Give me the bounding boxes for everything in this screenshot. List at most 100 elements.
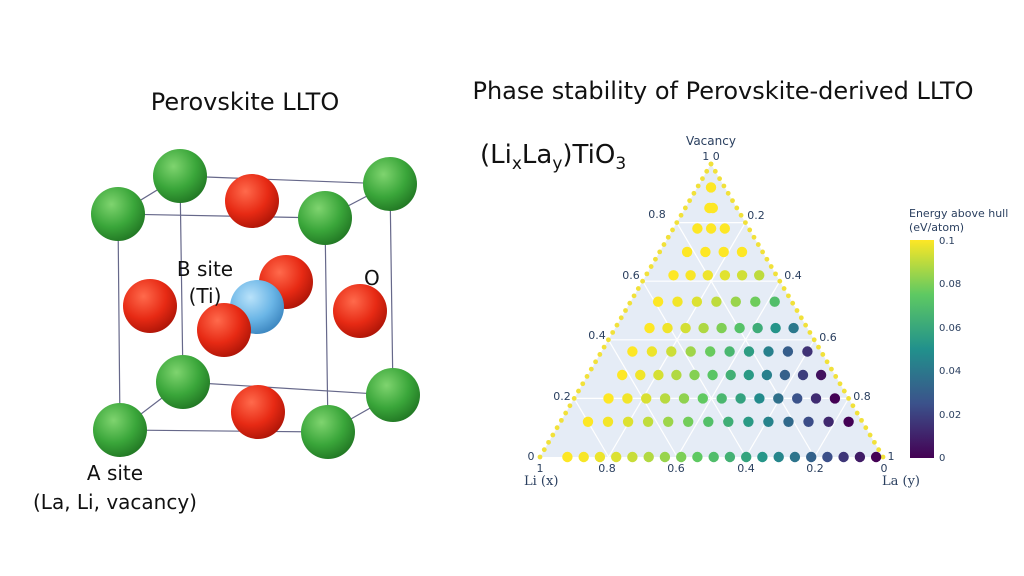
edge-marker [730, 198, 735, 204]
bottom-tick: 0.8 [598, 462, 616, 475]
edge-marker [691, 190, 697, 196]
edge-marker [790, 300, 796, 306]
edge-marker [661, 242, 667, 247]
data-point [810, 393, 822, 404]
edge-marker [657, 249, 663, 255]
data-point [668, 270, 679, 281]
edge-marker [541, 447, 547, 453]
colorbar-title: Energy above hull [909, 207, 1008, 220]
ternary-plot-area [540, 164, 883, 457]
a-site-label-line: A site [86, 461, 144, 485]
data-point [672, 296, 683, 307]
data-point [773, 451, 784, 463]
edge-marker [717, 176, 722, 182]
data-point [644, 322, 655, 334]
perovskite-unit-cell [91, 149, 420, 459]
edge-marker [751, 234, 757, 240]
data-point [743, 416, 754, 427]
data-point [711, 296, 722, 307]
data-point [697, 393, 708, 404]
edge-marker [738, 212, 744, 218]
data-point [659, 393, 671, 404]
edge-marker [829, 366, 834, 372]
ternary-gridlines [573, 222, 850, 458]
edge-marker [558, 417, 564, 423]
edge-marker [584, 374, 590, 379]
data-point [719, 223, 730, 234]
data-point [757, 451, 768, 463]
edge-marker [648, 264, 654, 269]
data-point [854, 451, 866, 463]
data-point [707, 369, 718, 381]
edge-marker [627, 300, 633, 306]
a-site-atom [298, 191, 352, 245]
chemical-formula: (LixLay)TiO3 [480, 140, 626, 174]
edge-marker [867, 432, 873, 438]
edge-marker [760, 249, 765, 255]
data-point [708, 451, 719, 463]
data-point [822, 451, 833, 463]
data-point [622, 416, 634, 427]
edge-marker [554, 425, 560, 431]
data-point [725, 369, 736, 381]
oxygen-label: O [364, 266, 380, 290]
data-point [754, 393, 765, 404]
data-point [562, 451, 573, 463]
edge-marker [859, 417, 864, 423]
data-point [802, 346, 813, 357]
data-point [788, 322, 799, 334]
data-point [681, 246, 693, 258]
data-point [683, 416, 694, 427]
data-point [659, 451, 671, 463]
a-site-label-line: (La, Li, vacancy) [33, 490, 197, 514]
axis-label-vacancy: Vacancy [686, 134, 736, 148]
edge-marker [640, 278, 645, 284]
data-point [730, 296, 741, 307]
edge-marker [747, 227, 753, 233]
edge-marker [841, 388, 847, 394]
formula-part: )TiO [562, 140, 616, 170]
edge-marker [631, 293, 637, 299]
data-point [823, 416, 834, 427]
data-point [734, 322, 745, 334]
data-point [646, 346, 658, 357]
data-point [789, 451, 801, 463]
a-site-atom [93, 403, 147, 457]
edge-marker [880, 454, 886, 460]
edge-marker [781, 286, 787, 291]
edge-marker [837, 381, 843, 387]
oxygen-atom [123, 279, 177, 333]
edge-marker [550, 432, 556, 438]
edge-marker [700, 176, 705, 182]
data-point [582, 416, 594, 427]
data-point [750, 296, 761, 307]
data-point [641, 393, 652, 404]
gridline [642, 280, 747, 458]
colorbar-tick: 0 [939, 453, 945, 464]
edge-marker [580, 381, 586, 387]
data-point [666, 346, 677, 357]
oxygen-atom [225, 174, 279, 228]
data-point [803, 416, 814, 427]
edge-marker [618, 315, 624, 321]
edge-marker [816, 344, 821, 350]
data-point [691, 296, 703, 307]
data-point [662, 322, 673, 334]
data-point [716, 322, 727, 334]
edge-marker [704, 168, 710, 174]
data-point [724, 346, 735, 357]
data-point [702, 270, 713, 281]
edge-marker [537, 454, 543, 460]
data-point [622, 393, 633, 404]
crystal-structure-title: Perovskite LLTO [150, 88, 340, 116]
axis-label-la: La (y) [882, 474, 920, 489]
oxygen-atom [197, 303, 251, 357]
a-site-atom [363, 157, 417, 211]
data-point [578, 451, 589, 463]
edge-marker [601, 344, 607, 350]
edge-marker [614, 322, 620, 328]
edge-marker [674, 220, 680, 226]
colorbar-tick: 0.04 [939, 366, 961, 377]
colorbar-title: (eV/atom) [909, 221, 964, 234]
